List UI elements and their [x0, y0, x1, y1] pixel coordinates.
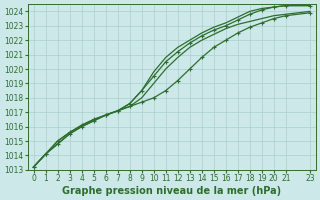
- X-axis label: Graphe pression niveau de la mer (hPa): Graphe pression niveau de la mer (hPa): [62, 186, 281, 196]
